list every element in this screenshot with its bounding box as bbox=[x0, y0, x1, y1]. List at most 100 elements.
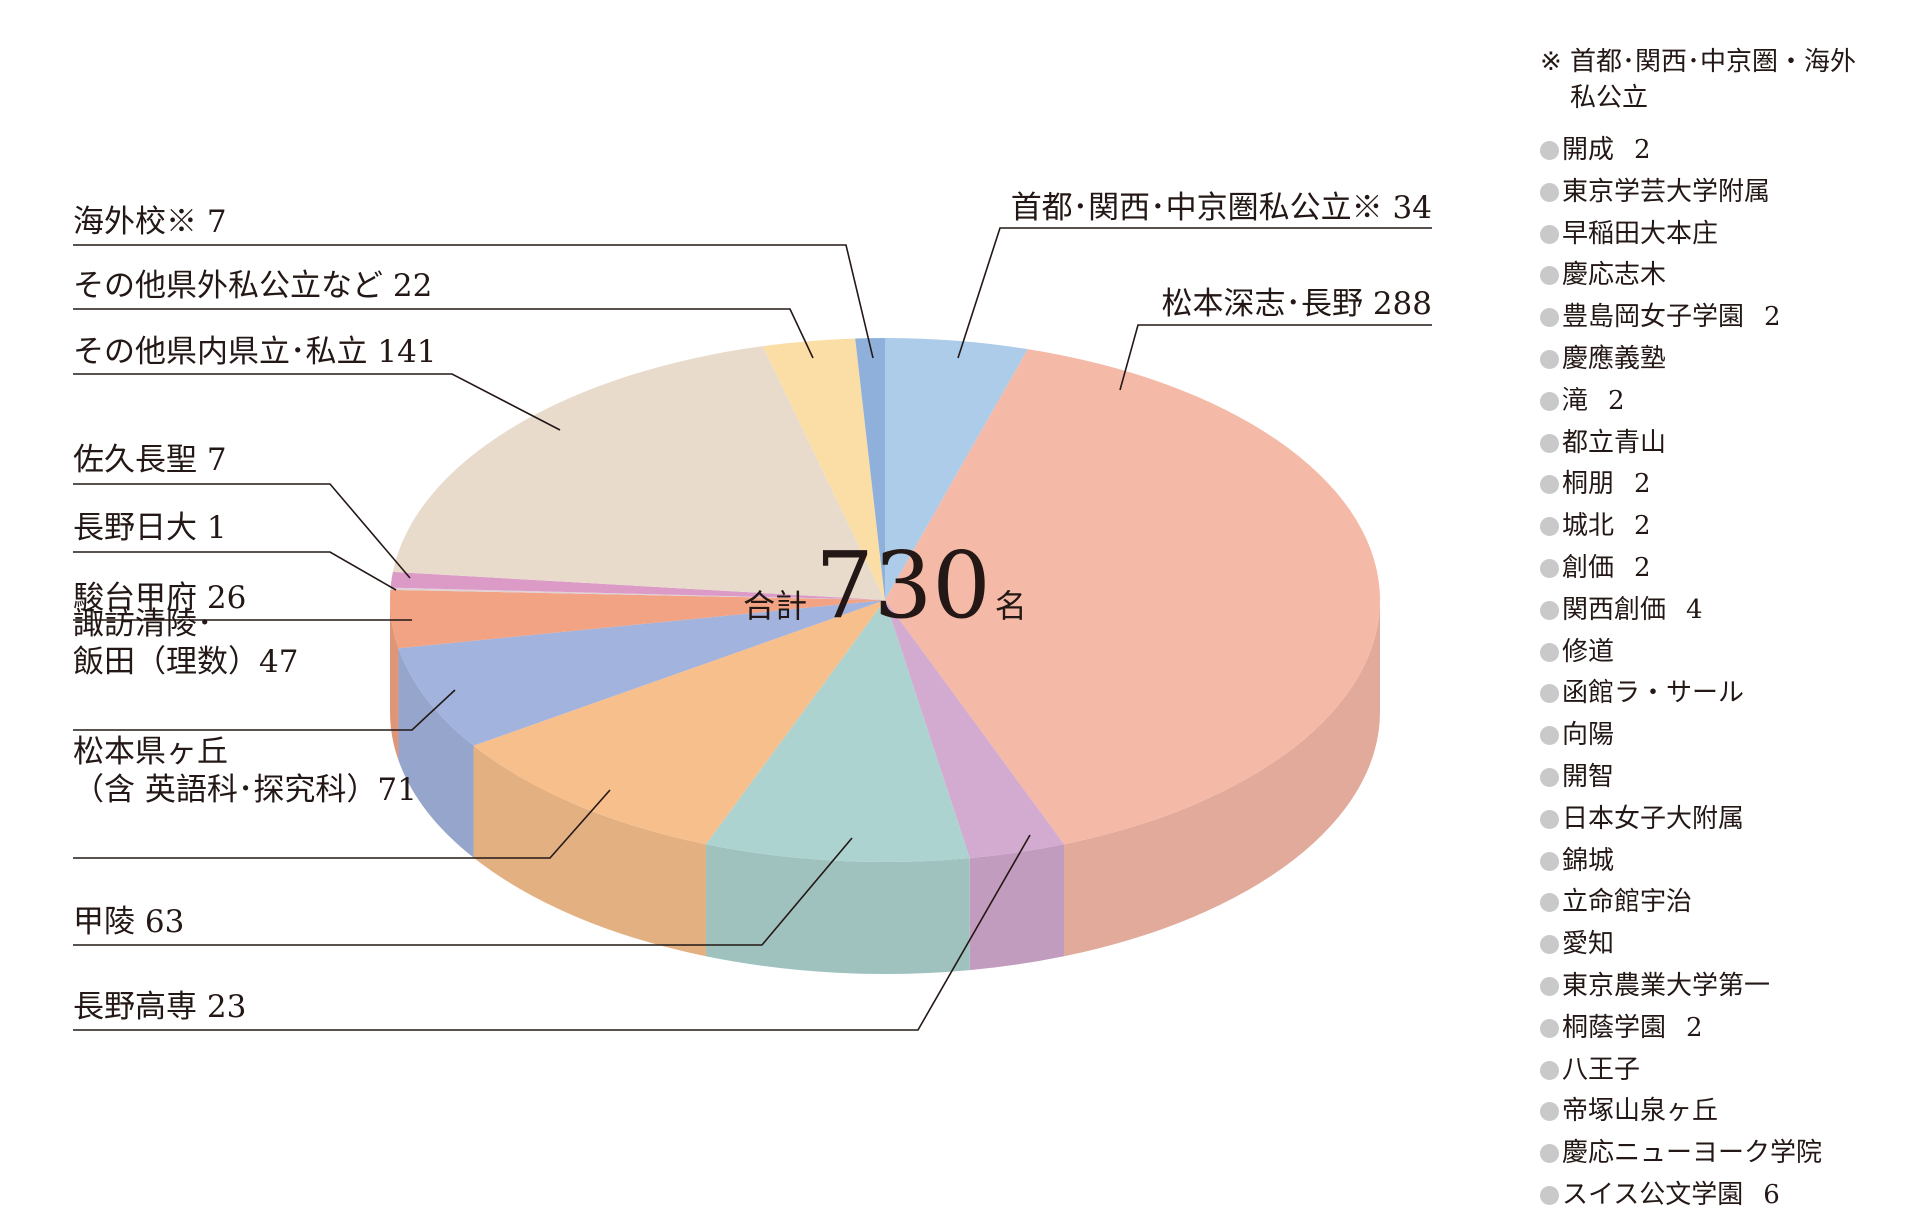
school-name: 桐蔭学園 bbox=[1562, 1012, 1667, 1043]
school-name: 東京学芸大学附属 bbox=[1562, 176, 1771, 207]
school-item: 豊島岡女子学園 2 bbox=[1540, 297, 1910, 339]
slice-label-line: 佐久長聖 7 bbox=[73, 442, 227, 478]
slice-label-saku_chosei: 佐久長聖 7 bbox=[73, 442, 227, 478]
slice-label-line: その他県内県立･私立 141 bbox=[73, 334, 437, 370]
school-name: 慶応志木 bbox=[1562, 260, 1667, 291]
pie-top-layer bbox=[390, 338, 1380, 862]
slice-label-line: 首都･関西･中京圏私公立※ 34 bbox=[1011, 190, 1432, 226]
slice-label-other_in_pref: その他県内県立･私立 141 bbox=[73, 334, 437, 370]
bullet-icon bbox=[1540, 433, 1559, 453]
total-prefix: 合計 bbox=[743, 587, 807, 625]
slice-saku_chosei bbox=[390, 571, 885, 600]
school-item: 立命館宇治 bbox=[1540, 882, 1910, 924]
school-name: スイス公文学園 bbox=[1562, 1179, 1744, 1210]
slice-label-line: 諏訪清陵･ bbox=[73, 606, 213, 642]
slice-label-line: 飯田（理数）47 bbox=[73, 644, 298, 680]
total-value: 730 bbox=[815, 532, 991, 639]
leader-line-matsumoto_fukashi bbox=[1119, 324, 1432, 391]
school-item: スイス公文学園 6 bbox=[1540, 1175, 1910, 1217]
bullet-icon bbox=[1540, 851, 1559, 871]
bullet-icon bbox=[1540, 391, 1559, 411]
leader-line-nagano_nichidai bbox=[73, 551, 397, 591]
school-count: 2 bbox=[1634, 552, 1651, 583]
slice-label-line: （含 英語科･探究科）71 bbox=[73, 772, 417, 808]
leader-line-other_in_pref bbox=[73, 373, 561, 431]
school-item: 帝塚山泉ヶ丘 bbox=[1540, 1091, 1910, 1133]
pie-chart: 首都･関西･中京圏私公立※ 34 松本深志･長野 288 長野高専 23 甲陵 63 松… bbox=[73, 190, 1432, 1031]
leader-line-saku_chosei bbox=[73, 483, 411, 579]
bullet-icon bbox=[1540, 893, 1559, 913]
school-name: 桐朋 bbox=[1562, 469, 1615, 500]
school-name: 開成 bbox=[1562, 135, 1615, 165]
bullet-icon bbox=[1540, 266, 1559, 286]
slice-label-line: 長野高専 23 bbox=[73, 989, 246, 1025]
school-name: 函館ラ・サール bbox=[1562, 678, 1745, 709]
school-name: 豊島岡女子学園 bbox=[1562, 302, 1745, 333]
leader-lines bbox=[73, 227, 1432, 1031]
leader-line-shuto bbox=[957, 227, 1432, 359]
private-schools-list-panel: ※ 首都･関西･中京圏・海外 私公立 開成 2 東京学芸大学附属 早稲田大本庄 慶応志木豊… bbox=[1540, 44, 1910, 1217]
school-item: 東京学芸大学附属 bbox=[1540, 172, 1910, 214]
slice-label-sundai_kofu: 駿台甲府 26 bbox=[73, 580, 246, 616]
school-name: 創価 bbox=[1562, 552, 1615, 583]
school-count: 2 bbox=[1634, 511, 1651, 542]
slice-overseas bbox=[855, 338, 885, 600]
slice-label-overseas: 海外校※ 7 bbox=[73, 204, 227, 240]
slice-side-suwa_iida bbox=[398, 648, 474, 858]
note-mark: ※ bbox=[1540, 47, 1562, 77]
leader-line-koryo bbox=[73, 837, 853, 946]
school-count: 2 bbox=[1608, 385, 1625, 416]
school-item: 開成 2 bbox=[1540, 130, 1910, 172]
slice-label-matsumoto_fukashi: 松本深志･長野 288 bbox=[1161, 286, 1432, 322]
slice-label-nagano_kosen: 長野高専 23 bbox=[73, 989, 246, 1025]
leader-line-other_out_pref bbox=[73, 308, 814, 359]
slice-label-line: 長野日大 1 bbox=[73, 510, 227, 546]
school-item: 八王子 bbox=[1540, 1050, 1910, 1092]
school-item: 慶應義塾 bbox=[1540, 339, 1910, 381]
school-name: 城北 bbox=[1562, 511, 1615, 542]
bullet-icon bbox=[1540, 809, 1559, 829]
school-item: 早稲田大本庄 bbox=[1540, 214, 1910, 256]
slice-label-line: 松本県ヶ丘 bbox=[73, 734, 228, 770]
bullet-icon bbox=[1540, 684, 1559, 704]
school-item: 向陽 bbox=[1540, 715, 1910, 757]
school-item: 東京農業大学第一 bbox=[1540, 966, 1910, 1008]
school-name: 錦城 bbox=[1562, 845, 1615, 876]
school-item: 桐朋 2 bbox=[1540, 464, 1910, 506]
school-item: 愛知 bbox=[1540, 924, 1910, 966]
slice-label-matsumoto_kengaoka: 松本県ヶ丘（含 英語科･探究科）71 bbox=[73, 734, 417, 808]
school-item: 慶応ニューヨーク学院 bbox=[1540, 1133, 1910, 1175]
school-item: 関西創価 4 bbox=[1540, 590, 1910, 632]
slice-label-suwa_iida: 諏訪清陵･飯田（理数）47 bbox=[73, 606, 298, 680]
bullet-icon bbox=[1540, 1102, 1559, 1122]
school-item: 函館ラ・サール bbox=[1540, 673, 1910, 715]
bullet-icon bbox=[1540, 349, 1559, 369]
school-name: 都立青山 bbox=[1562, 427, 1667, 458]
school-item: 創価 2 bbox=[1540, 548, 1910, 590]
leader-line-matsumoto_kengaoka bbox=[73, 789, 611, 859]
slice-label-line: 甲陵 63 bbox=[73, 904, 184, 940]
bullet-icon bbox=[1540, 558, 1559, 578]
school-name: 帝塚山泉ヶ丘 bbox=[1562, 1096, 1719, 1127]
school-item: 修道 bbox=[1540, 632, 1910, 674]
leader-line-suwa_iida bbox=[73, 689, 456, 731]
school-name: 日本女子大附属 bbox=[1562, 803, 1745, 834]
school-count: 2 bbox=[1686, 1012, 1703, 1043]
school-name: 開智 bbox=[1562, 761, 1615, 792]
school-item: 慶応志木 bbox=[1540, 255, 1910, 297]
bullet-icon bbox=[1540, 308, 1559, 328]
school-name: 修道 bbox=[1562, 636, 1615, 667]
school-name: 八王子 bbox=[1562, 1054, 1641, 1085]
school-count: 4 bbox=[1686, 594, 1703, 625]
total-suffix: 名 bbox=[995, 587, 1027, 625]
slice-label-nagano_nichidai: 長野日大 1 bbox=[73, 510, 227, 546]
slice-label-other_out_pref: その他県外私公立など 22 bbox=[73, 268, 432, 304]
bullet-icon bbox=[1540, 642, 1559, 662]
note-line-1: 首都･関西･中京圏・海外 bbox=[1570, 47, 1857, 77]
slice-label-koryo: 甲陵 63 bbox=[73, 904, 184, 940]
bullet-icon bbox=[1540, 1144, 1559, 1164]
school-item: 桐蔭学園 2 bbox=[1540, 1008, 1910, 1050]
bullet-icon bbox=[1540, 141, 1559, 160]
school-name: 早稲田大本庄 bbox=[1562, 218, 1719, 249]
slice-sundai_kofu bbox=[390, 589, 885, 649]
